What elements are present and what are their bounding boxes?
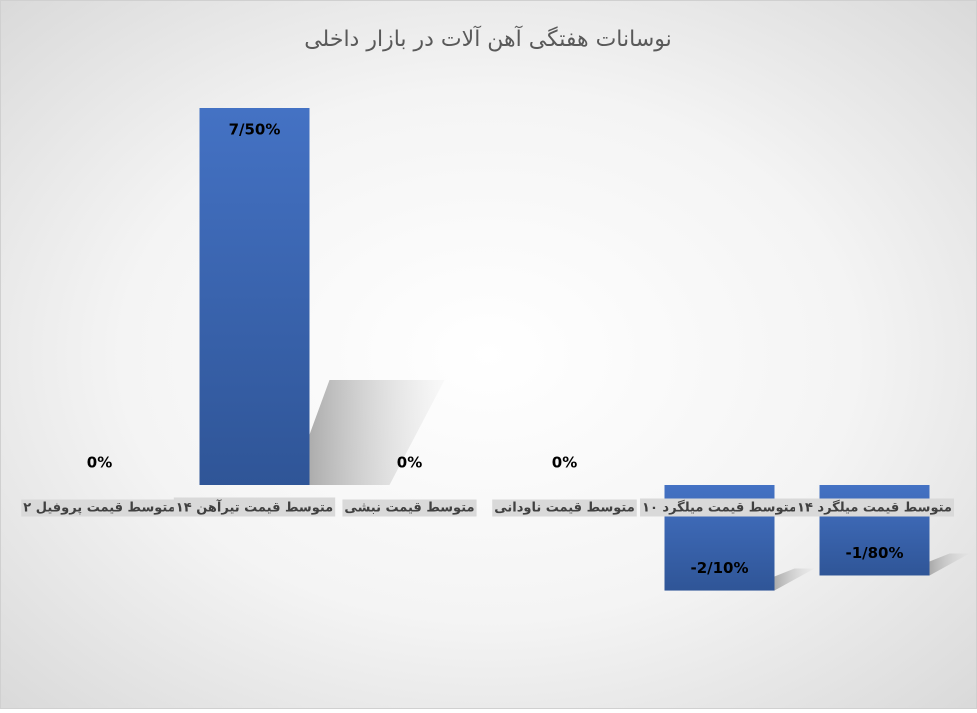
- x-tick-label: متوسط قیمت نبشی: [344, 501, 474, 516]
- label-background: [342, 499, 477, 517]
- bar: [199, 108, 310, 485]
- bar-shadow: [929, 553, 970, 576]
- shadows: [309, 380, 970, 591]
- x-tick-label: متوسط قیمت میلگرد ۱۰: [642, 500, 797, 516]
- value-label: 0%: [552, 454, 577, 472]
- value-label: -1/80%: [845, 544, 903, 562]
- x-tick-label: متوسط قیمت تیرآهن ۱۴: [176, 499, 333, 516]
- x-tick-label: متوسط قیمت ناودانی: [494, 501, 635, 516]
- label-background: [492, 499, 637, 517]
- x-tick-label: متوسط قیمت میلگرد ۱۴: [797, 500, 952, 516]
- bar-shadow: [309, 380, 445, 485]
- x-tick-label: متوسط قیمت پروفیل ۲: [23, 501, 176, 516]
- label-background: [795, 498, 954, 517]
- chart-title: نوسانات هفتگی آهن آلات در بازار داخلی: [304, 25, 672, 52]
- value-label: -2/10%: [690, 559, 748, 577]
- label-background: [21, 499, 178, 517]
- label-background: [640, 498, 799, 517]
- labels: 0% متوسط قیمت پروفیل ۲ 7/50% متوسط قیمت تیر…: [21, 121, 954, 577]
- bar-shadow: [774, 568, 815, 591]
- label-background: [173, 497, 336, 517]
- value-label: 0%: [87, 454, 112, 472]
- value-label: 0%: [397, 454, 422, 472]
- value-label: 7/50%: [229, 121, 281, 139]
